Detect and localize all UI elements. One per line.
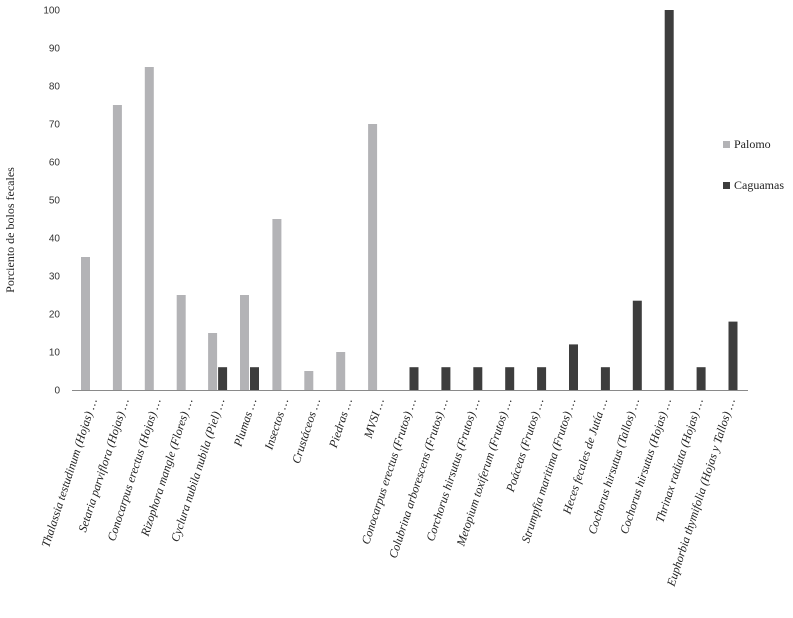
- category-label: Piedras …: [326, 397, 355, 451]
- category-label: Colubrina arborescens (Frutos) …: [386, 397, 451, 560]
- bar-caguamas: [505, 367, 515, 390]
- y-tick-label: 20: [49, 310, 61, 321]
- legend-label: Caguamas: [734, 178, 784, 192]
- bars: [81, 10, 738, 390]
- bar-caguamas: [664, 10, 674, 390]
- bar-palomo: [208, 333, 218, 390]
- bar-palomo: [272, 219, 282, 390]
- y-tick-label: 0: [54, 386, 60, 397]
- bar-palomo: [144, 67, 154, 390]
- y-tick-label: 80: [49, 82, 61, 93]
- category-label: Plumas …: [230, 397, 259, 450]
- bar-caguamas: [250, 367, 259, 390]
- y-tick-label: 70: [49, 120, 61, 131]
- y-tick-label: 100: [43, 6, 60, 17]
- bar-caguamas: [409, 367, 419, 390]
- bar-caguamas: [441, 367, 451, 390]
- category-label: MVSI …: [361, 397, 387, 441]
- bar-palomo: [176, 295, 186, 390]
- category-label: Crustáceos …: [289, 397, 323, 466]
- y-tick-label: 60: [49, 158, 61, 169]
- bar-caguamas: [537, 367, 547, 390]
- y-tick-label: 30: [49, 272, 61, 283]
- legend-swatch: [723, 141, 730, 148]
- y-tick-label: 50: [49, 196, 61, 207]
- y-tick-label: 40: [49, 234, 61, 245]
- bar-palomo: [304, 371, 314, 390]
- bar-palomo: [240, 295, 249, 390]
- bar-caguamas: [600, 367, 610, 390]
- legend-label: Palomo: [734, 137, 771, 151]
- bar-caguamas: [218, 367, 228, 390]
- y-axis-ticks: 0 10 20 30 40 50 60 70 80 90 100: [43, 6, 60, 397]
- bar-palomo: [81, 257, 90, 390]
- bar-caguamas: [632, 300, 642, 390]
- bar-caguamas: [728, 321, 738, 390]
- category-labels: Thalassia testudinum (Hojas) …Setaria pa…: [38, 397, 737, 589]
- legend: Palomo Caguamas: [723, 137, 784, 192]
- category-label: Insectos …: [261, 397, 291, 453]
- y-tick-label: 90: [49, 44, 61, 55]
- legend-swatch: [723, 182, 730, 189]
- bar-caguamas: [696, 367, 706, 390]
- bar-caguamas: [473, 367, 483, 390]
- y-axis-title: Porciento de bolos fecales: [3, 167, 17, 293]
- bar-caguamas: [569, 344, 578, 390]
- y-tick-label: 10: [49, 348, 61, 359]
- bar-palomo: [368, 124, 378, 390]
- bar-palomo: [112, 105, 122, 390]
- bar-palomo: [336, 352, 346, 390]
